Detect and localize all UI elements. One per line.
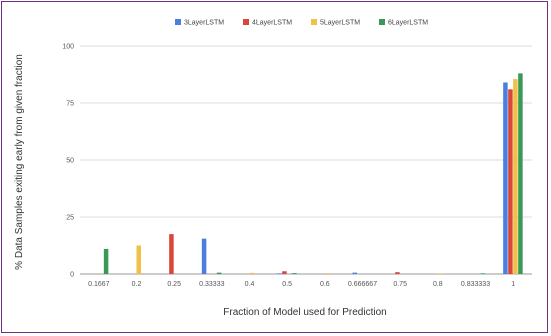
bar-3LayerLSTM-0.33333 xyxy=(201,238,207,274)
bar-6LayerLSTM-0.5 xyxy=(292,273,297,274)
x-tick-label: 0.6 xyxy=(320,281,330,288)
bar-3LayerLSTM-0.666667 xyxy=(352,272,357,274)
bar-3LayerLSTM-0.5 xyxy=(277,273,282,274)
legend-swatch-4LayerLSTM xyxy=(243,19,249,25)
x-tick-label: 0.33333 xyxy=(199,281,224,288)
x-tick-label: 0.1667 xyxy=(88,281,110,288)
bar-6LayerLSTM-1 xyxy=(518,73,523,274)
x-tick-label: 0.8 xyxy=(433,281,443,288)
x-axis-ticks: 0.1667 0.2 0.25 0.33333 0.4 0.5 0.6 0.666667 0.7… xyxy=(88,281,515,288)
x-tick-label: 0.666667 xyxy=(348,281,377,288)
bar-5LayerLSTM-0.6 xyxy=(324,273,330,274)
bar-6LayerLSTM-0.833333 xyxy=(480,273,485,274)
x-tick-label: 1 xyxy=(511,281,515,288)
bar-6LayerLSTM-0.1667 xyxy=(103,248,109,274)
x-tick-label: 0.4 xyxy=(245,281,255,288)
bar-4LayerLSTM-0.25 xyxy=(169,234,174,274)
x-tick-label: 0.833333 xyxy=(461,281,490,288)
legend-swatch-3LayerLSTM xyxy=(175,19,181,25)
bar-4LayerLSTM-0.75 xyxy=(395,272,400,274)
legend-label: 6LayerLSTM xyxy=(388,20,428,27)
y-axis-ticks: 0 25 50 75 100 xyxy=(62,44,74,279)
gridlines xyxy=(80,45,532,275)
bar-6LayerLSTM-0.33333 xyxy=(216,272,222,274)
y-tick-label: 50 xyxy=(66,158,74,165)
y-tick-label: 0 xyxy=(70,272,74,279)
x-tick-label: 0.2 xyxy=(132,281,142,288)
legend-label: 5LayerLSTM xyxy=(320,20,360,27)
y-tick-label: 25 xyxy=(66,215,74,222)
bars xyxy=(103,73,523,274)
x-tick-label: 0.5 xyxy=(282,281,292,288)
legend-swatch-6LayerLSTM xyxy=(379,19,385,25)
y-tick-label: 75 xyxy=(66,101,74,108)
x-tick-label: 0.25 xyxy=(167,281,181,288)
bar-5LayerLSTM-0.4 xyxy=(249,272,254,274)
legend-label: 4LayerLSTM xyxy=(252,20,292,27)
bar-3LayerLSTM-1 xyxy=(503,82,508,274)
x-tick-label: 0.75 xyxy=(393,281,407,288)
y-tick-label: 100 xyxy=(62,44,74,51)
y-axis-label: % Data Samples exiting early from given … xyxy=(14,54,25,270)
bar-4LayerLSTM-1 xyxy=(508,89,513,274)
bar-4LayerLSTM-0.5 xyxy=(282,271,287,274)
legend: 3LayerLSTM 4LayerLSTM 5LayerLSTM 6LayerLSTM xyxy=(175,19,428,27)
bar-5LayerLSTM-0.8 xyxy=(437,273,443,274)
legend-label: 3LayerLSTM xyxy=(184,20,224,27)
bar-5LayerLSTM-0.2 xyxy=(136,245,141,274)
bar-5LayerLSTM-1 xyxy=(513,79,518,274)
legend-swatch-5LayerLSTM xyxy=(311,19,317,25)
x-axis-label: Fraction of Model used for Prediction xyxy=(223,307,386,318)
